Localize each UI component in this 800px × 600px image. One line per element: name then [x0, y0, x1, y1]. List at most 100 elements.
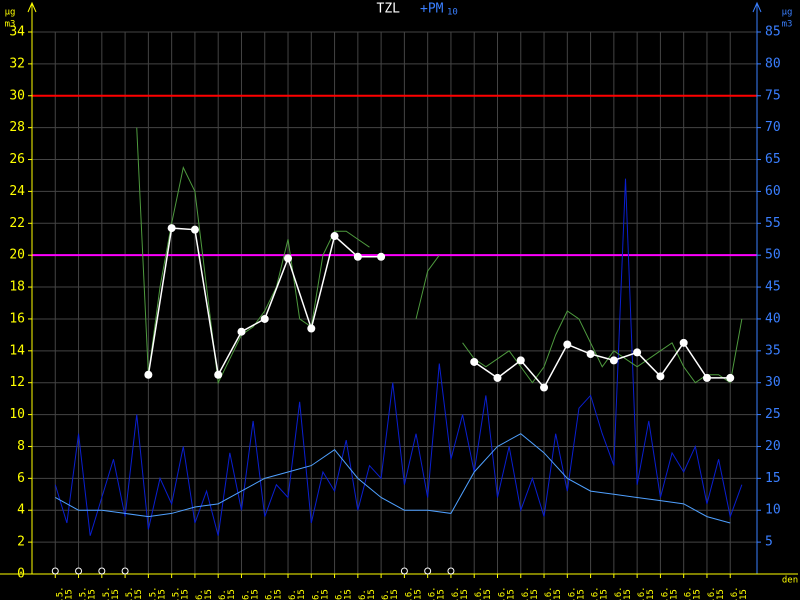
x-tick-date: 17.6. [567, 586, 577, 600]
x-tick-date: 20.6. [637, 586, 647, 600]
missing-day-marker [51, 567, 59, 575]
y-unit: m3 [5, 20, 16, 30]
y2-tick-label: 55 [765, 216, 781, 231]
x-tick-label: 4.6.2015 [264, 589, 283, 600]
x-tick-date: 29.5. [125, 586, 135, 600]
point [563, 340, 572, 349]
x-tick-year: 2015 [64, 589, 74, 600]
y2-tick-label: 10 [765, 503, 781, 518]
x-tick-year: 2015 [157, 589, 167, 600]
y-tick-label: 10 [9, 407, 25, 422]
missing-day-marker [424, 567, 432, 575]
missing-day-marker [98, 567, 106, 575]
point [679, 338, 688, 347]
x-tick-year: 2015 [483, 589, 493, 600]
y2-tick-label: 60 [765, 184, 781, 199]
y-tick-label: 4 [17, 503, 25, 518]
y2-tick-label: 50 [765, 248, 781, 263]
x-tick-year: 2015 [715, 589, 725, 600]
x-tick-label: 26.5.2015 [55, 586, 74, 600]
point [586, 350, 595, 359]
point [353, 252, 362, 261]
x-tick-year: 2015 [87, 589, 97, 600]
x-tick-date: 28.5. [101, 586, 111, 600]
y-tick-label: 26 [9, 152, 25, 167]
x-tick-year: 2015 [599, 589, 609, 600]
y2-tick-label: 40 [765, 311, 781, 326]
x-tick-year: 2015 [669, 589, 679, 600]
x-tick-label: 28.5.2015 [101, 586, 120, 600]
x-tick-year: 2015 [390, 589, 400, 600]
x-tick-label: 1.6.2015 [194, 589, 213, 600]
x-tick-date: 18.6. [590, 586, 600, 600]
point [516, 356, 525, 365]
y-tick-label: 32 [9, 56, 25, 71]
x-tick-date: 4.6. [264, 589, 274, 600]
y-tick-label: 2 [17, 535, 25, 550]
point [144, 370, 153, 379]
missing-day-marker [75, 567, 83, 575]
point [702, 373, 711, 382]
x-tick-label: 20.6.2015 [637, 586, 656, 600]
x-tick-year: 2015 [692, 589, 702, 600]
y2-tick-label: 65 [765, 152, 781, 167]
point [284, 254, 293, 263]
x-tick-date: 23.6. [706, 586, 716, 600]
x-tick-date: 3.6. [241, 589, 251, 600]
series-line [136, 127, 370, 385]
point [633, 348, 642, 357]
y-tick-label: 8 [17, 439, 25, 454]
x-tick-year: 2015 [622, 589, 632, 600]
x-tick-label: 31.5.2015 [171, 586, 190, 600]
x-tick-label: 16.6.2015 [544, 586, 563, 600]
chart-title: TZL [377, 2, 401, 17]
x-tick-label: 27.5.2015 [78, 586, 97, 600]
x-tick-date: 31.5. [171, 586, 181, 600]
x-tick-year: 2015 [459, 589, 469, 600]
x-tick-year: 2015 [320, 589, 330, 600]
point [167, 224, 176, 233]
x-tick-date: 15.6. [520, 586, 530, 600]
x-tick-year: 2015 [227, 589, 237, 600]
y2-unit: µg [782, 8, 793, 18]
x-tick-date: 6.6. [311, 589, 321, 600]
x-tick-date: 5.6. [288, 589, 298, 600]
x-tick-year: 2015 [413, 589, 423, 600]
x-tick-label: 15.6.2015 [520, 586, 539, 600]
x-tick-date: 21.6. [660, 586, 670, 600]
point [307, 324, 316, 333]
x-tick-date: 1.6. [194, 589, 204, 600]
x-tick-year: 2015 [250, 589, 260, 600]
x-tick-date: 24.6. [730, 586, 740, 600]
x-tick-date: 8.6. [357, 589, 367, 600]
x-tick-year: 2015 [576, 589, 586, 600]
y2-tick-label: 5 [765, 535, 773, 550]
x-tick-date: 11.6. [427, 586, 437, 600]
y2-tick-label: 15 [765, 471, 781, 486]
x-tick-year: 2015 [506, 589, 516, 600]
point [540, 383, 549, 392]
chart-title-sub: 10 [447, 8, 458, 18]
series-line [462, 310, 743, 384]
series-line [415, 254, 440, 320]
x-tick-year: 2015 [646, 589, 656, 600]
y2-tick-label: 75 [765, 88, 781, 103]
y-tick-label: 24 [9, 184, 25, 199]
y-tick-label: 18 [9, 280, 25, 295]
series-line [473, 341, 731, 389]
point [726, 373, 735, 382]
y-unit: µg [5, 8, 16, 18]
chart-title-extra: +PM [420, 2, 444, 17]
y-tick-label: 12 [9, 375, 25, 390]
x-tick-label: 12.6.2015 [450, 586, 469, 600]
y-tick-label: 30 [9, 88, 25, 103]
y2-tick-label: 25 [765, 407, 781, 422]
x-axis-label: den [782, 576, 798, 586]
x-tick-label: 18.6.2015 [590, 586, 609, 600]
x-tick-year: 2015 [180, 589, 190, 600]
x-tick-label: 5.6.2015 [288, 589, 307, 600]
x-tick-year: 2015 [436, 589, 446, 600]
x-tick-year: 2015 [110, 589, 120, 600]
point [493, 373, 502, 382]
point [214, 370, 223, 379]
